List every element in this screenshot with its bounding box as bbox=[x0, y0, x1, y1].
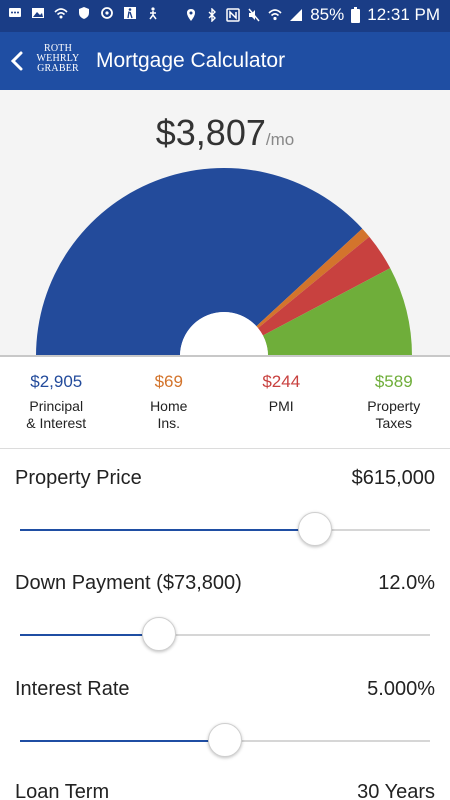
vpn-icon bbox=[54, 8, 68, 19]
breakdown-label: Principal & Interest bbox=[26, 398, 87, 431]
bluetooth-icon bbox=[208, 8, 217, 22]
breakdown-pmi: $244 PMI bbox=[225, 357, 338, 448]
payment-breakdown: $2,905 Principal & Interest $69 Home Ins… bbox=[0, 357, 450, 448]
breakdown-home-insurance: $69 Home Ins. bbox=[113, 357, 226, 448]
chat-icon bbox=[9, 8, 21, 17]
property-taxes-segment bbox=[262, 268, 412, 356]
status-bar: 85% 12:31 PM bbox=[0, 0, 450, 32]
image-icon bbox=[32, 8, 44, 18]
down-payment-slider[interactable] bbox=[20, 617, 430, 651]
battery-icon bbox=[351, 7, 361, 23]
loan-term-label: Loan Term bbox=[15, 781, 110, 800]
wifi-icon bbox=[268, 9, 282, 21]
logo-line: ROTH bbox=[43, 43, 73, 54]
principal-interest-segment bbox=[36, 168, 363, 356]
slider-fill bbox=[20, 740, 225, 742]
total-unit: /mo bbox=[265, 130, 295, 149]
slider-thumb[interactable] bbox=[142, 617, 177, 651]
breakdown-label: Property Taxes bbox=[367, 398, 421, 431]
status-left-icons bbox=[8, 6, 160, 20]
pmi-segment bbox=[258, 236, 391, 336]
mute-icon bbox=[248, 8, 260, 22]
interest-rate-value: 5.000% bbox=[367, 678, 435, 700]
monthly-total: $3,807/mo bbox=[0, 112, 450, 154]
interest-rate-label: Interest Rate bbox=[15, 678, 130, 700]
location-icon bbox=[187, 9, 196, 21]
breakdown-value: $69 bbox=[154, 372, 183, 391]
breakdown-value: $244 bbox=[262, 372, 301, 391]
logo-line: WEHRLY bbox=[36, 53, 80, 64]
signal-icon bbox=[290, 9, 303, 21]
battery-percent: 85% bbox=[310, 5, 345, 24]
chart-divider bbox=[0, 355, 450, 357]
breakdown-value: $589 bbox=[374, 372, 413, 391]
home-insurance-segment bbox=[256, 228, 370, 329]
total-amount: $3,807 bbox=[155, 112, 266, 153]
slider-fill bbox=[20, 529, 316, 531]
sync-icon bbox=[101, 7, 113, 19]
nfc-icon bbox=[226, 8, 240, 22]
slider-fill bbox=[20, 634, 160, 636]
down-payment-label: Down Payment ($73,800) bbox=[15, 572, 242, 594]
loan-term-value: 30 Years bbox=[357, 781, 435, 800]
interest-rate-slider[interactable] bbox=[20, 723, 430, 757]
payment-chart-area: $3,807/mo bbox=[0, 90, 450, 356]
status-time: 12:31 PM bbox=[367, 5, 440, 24]
page-title: Mortgage Calculator bbox=[96, 49, 286, 72]
down-payment-value: 12.0% bbox=[378, 572, 435, 594]
breakdown-label: PMI bbox=[268, 398, 294, 414]
payment-gauge bbox=[36, 168, 412, 356]
breakdown-label: Home Ins. bbox=[150, 398, 188, 431]
logo-line: GRABER bbox=[37, 63, 79, 74]
company-logo: ROTH WEHRLY GRABER bbox=[34, 44, 82, 74]
gauge-center bbox=[180, 312, 268, 356]
breakdown-value: $2,905 bbox=[30, 372, 83, 391]
shield-icon bbox=[79, 7, 89, 19]
back-arrow-icon[interactable] bbox=[6, 46, 30, 76]
property-price-slider[interactable] bbox=[20, 512, 430, 546]
person-icon bbox=[149, 7, 157, 20]
breakdown-principal-interest: $2,905 Principal & Interest bbox=[0, 357, 113, 448]
property-price-label: Property Price bbox=[15, 467, 142, 489]
slider-thumb[interactable] bbox=[298, 512, 333, 546]
walk-icon bbox=[124, 7, 136, 19]
breakdown-property-taxes: $589 Property Taxes bbox=[338, 357, 450, 448]
property-price-value: $615,000 bbox=[351, 467, 435, 489]
calculator-inputs: Property Price $615,000 Down Payment ($7… bbox=[0, 448, 450, 800]
status-right: 85% 12:31 PM bbox=[184, 5, 440, 25]
app-bar: ROTH WEHRLY GRABER Mortgage Calculator bbox=[0, 32, 450, 90]
slider-thumb[interactable] bbox=[208, 723, 242, 757]
